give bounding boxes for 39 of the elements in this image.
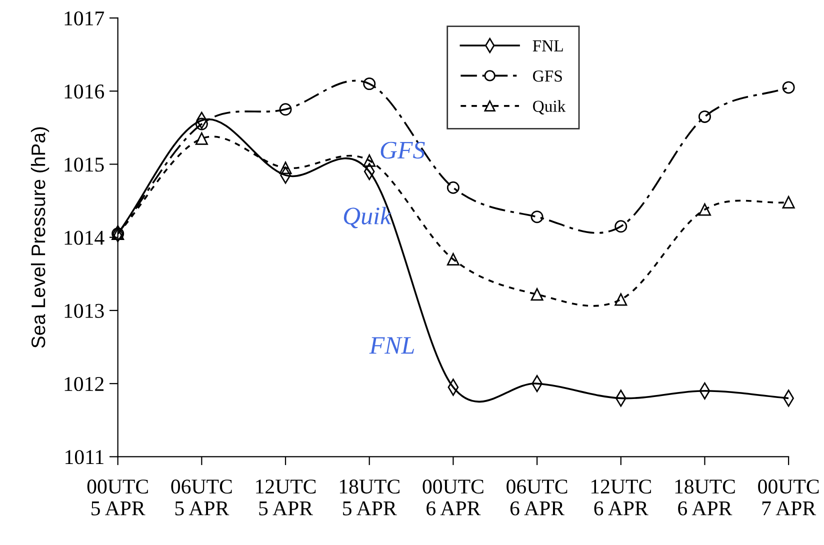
y-tick-label: 1014 <box>64 230 104 245</box>
y-tick-label: 1016 <box>64 84 104 99</box>
x-tick-label: 00UTC 6 APR <box>422 480 484 516</box>
annotation: Quik <box>344 206 392 228</box>
point <box>446 253 460 266</box>
point <box>363 154 376 167</box>
point <box>530 288 544 301</box>
y-tick-label: 1013 <box>64 304 104 318</box>
point <box>279 103 292 116</box>
point <box>698 110 711 123</box>
y-tick-label: 1012 <box>64 376 104 392</box>
x-tick-label: 18UTC 6 APR <box>675 480 735 516</box>
point <box>614 220 628 233</box>
point <box>195 118 208 130</box>
point <box>279 162 292 174</box>
y-tick-label: 1011 <box>66 450 104 464</box>
x-tick-label: 06UTC 5 APR <box>171 480 232 516</box>
point <box>530 210 544 224</box>
point <box>782 196 795 208</box>
x-tick-label: 00UTC 7 APR <box>758 480 819 516</box>
point <box>614 293 628 306</box>
x-tick-label: 18UTC 5 APR <box>340 480 400 516</box>
x-tick-label: 00UTC 5 APR <box>87 480 148 516</box>
annotation: GFS <box>380 142 425 159</box>
x-tick-label: 12UTC 6 APR <box>591 480 651 516</box>
x-tick-label: 12UTC 5 APR <box>256 480 316 516</box>
y-tick-label: 1017 <box>64 11 104 26</box>
legend-label: FNL <box>532 40 563 52</box>
y-axis-title: Sea Level Pressure (hPa) <box>30 127 50 348</box>
y-tick-label: 1015 <box>64 158 104 172</box>
point <box>195 132 208 145</box>
point <box>698 203 711 216</box>
legend-label: Quik <box>533 100 566 114</box>
point <box>363 78 376 90</box>
annotation: FNL <box>369 337 414 354</box>
point <box>782 81 795 94</box>
x-tick-label: 06UTC 6 APR <box>506 480 568 516</box>
legend-label: GFS <box>533 70 562 82</box>
point <box>446 181 460 194</box>
